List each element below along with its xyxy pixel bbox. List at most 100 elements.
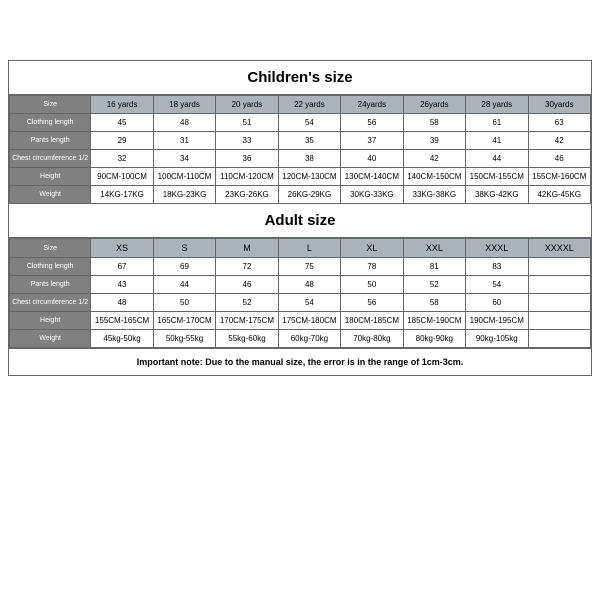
cell: 58 (403, 294, 465, 312)
cell: 54 (278, 114, 340, 132)
cell: 48 (153, 114, 215, 132)
adult-rowlabel-pants: Pants length (10, 276, 91, 294)
cell: 80kg-90kg (403, 330, 465, 348)
adult-rowlabel-weight: Weight (10, 330, 91, 348)
cell: 14KG-17KG (91, 186, 153, 204)
table-row: Pants length 29 31 33 35 37 39 41 42 (10, 132, 591, 150)
table-row: Clothing length 67 69 72 75 78 81 83 (10, 258, 591, 276)
cell (528, 330, 591, 348)
children-rowlabel-size: Size (10, 96, 91, 114)
cell: 48 (278, 276, 340, 294)
cell: 50 (341, 276, 403, 294)
cell: 26KG-29KG (278, 186, 340, 204)
cell: 42KG-45KG (528, 186, 591, 204)
adult-col-5: XXL (403, 239, 465, 258)
cell: 30KG-33KG (341, 186, 403, 204)
children-col-2: 20 yards (216, 96, 278, 114)
cell: 58 (403, 114, 465, 132)
cell: 45 (91, 114, 153, 132)
cell: 50kg-55kg (153, 330, 215, 348)
cell (528, 312, 591, 330)
cell: 37 (341, 132, 403, 150)
children-table: Size 16 yards 18 yards 20 yards 22 yards… (9, 95, 591, 204)
adult-header-row: Size XS S M L XL XXL XXXL XXXXL (10, 239, 591, 258)
children-title: Children's size (9, 61, 591, 95)
table-row: Clothing length 45 48 51 54 56 58 61 63 (10, 114, 591, 132)
cell: 38 (278, 150, 340, 168)
cell: 46 (216, 276, 278, 294)
table-row: Chest circumference 1/2 32 34 36 38 40 4… (10, 150, 591, 168)
cell: 31 (153, 132, 215, 150)
table-row: Weight 14KG-17KG 18KG-23KG 23KG-26KG 26K… (10, 186, 591, 204)
cell: 69 (153, 258, 215, 276)
cell: 42 (528, 132, 591, 150)
cell: 175CM-180CM (278, 312, 340, 330)
children-rowlabel-pants: Pants length (10, 132, 91, 150)
adult-rowlabel-chest: Chest circumference 1/2 (10, 294, 91, 312)
cell: 18KG-23KG (153, 186, 215, 204)
cell: 170CM-175CM (216, 312, 278, 330)
children-rowlabel-chest: Chest circumference 1/2 (10, 150, 91, 168)
cell: 70kg-80kg (341, 330, 403, 348)
cell: 90kg-105kg (466, 330, 528, 348)
adult-col-7: XXXXL (528, 239, 591, 258)
adult-col-3: L (278, 239, 340, 258)
cell: 72 (216, 258, 278, 276)
children-col-5: 26yards (403, 96, 465, 114)
table-row: Weight 45kg-50kg 50kg-55kg 55kg-60kg 60k… (10, 330, 591, 348)
cell: 63 (528, 114, 591, 132)
cell: 44 (153, 276, 215, 294)
cell: 48 (91, 294, 153, 312)
children-rowlabel-height: Height (10, 168, 91, 186)
cell: 54 (466, 276, 528, 294)
adult-col-2: M (216, 239, 278, 258)
important-note: Important note: Due to the manual size, … (9, 348, 591, 375)
cell: 29 (91, 132, 153, 150)
adult-col-4: XL (341, 239, 403, 258)
cell: 55kg-60kg (216, 330, 278, 348)
table-row: Height 155CM-165CM 165CM-170CM 170CM-175… (10, 312, 591, 330)
cell: 51 (216, 114, 278, 132)
cell: 44 (466, 150, 528, 168)
cell: 46 (528, 150, 591, 168)
cell: 120CM-130CM (278, 168, 340, 186)
cell: 100CM-110CM (153, 168, 215, 186)
cell: 67 (91, 258, 153, 276)
cell: 56 (341, 294, 403, 312)
cell: 32 (91, 150, 153, 168)
cell: 60 (466, 294, 528, 312)
adult-col-0: XS (91, 239, 153, 258)
table-row: Pants length 43 44 46 48 50 52 54 (10, 276, 591, 294)
cell: 165CM-170CM (153, 312, 215, 330)
cell: 130CM-140CM (341, 168, 403, 186)
cell: 81 (403, 258, 465, 276)
children-col-4: 24yards (341, 96, 403, 114)
cell: 38KG-42KG (466, 186, 528, 204)
cell: 34 (153, 150, 215, 168)
adult-rowlabel-size: Size (10, 239, 91, 258)
cell: 39 (403, 132, 465, 150)
cell: 61 (466, 114, 528, 132)
cell: 90CM-100CM (91, 168, 153, 186)
cell: 54 (278, 294, 340, 312)
cell: 52 (403, 276, 465, 294)
cell: 33KG-38KG (403, 186, 465, 204)
cell: 190CM-195CM (466, 312, 528, 330)
cell: 140CM-150CM (403, 168, 465, 186)
cell: 56 (341, 114, 403, 132)
cell: 45kg-50kg (91, 330, 153, 348)
cell: 150CM-155CM (466, 168, 528, 186)
children-col-7: 30yards (528, 96, 591, 114)
table-row: Height 90CM-100CM 100CM-110CM 110CM-120C… (10, 168, 591, 186)
cell: 40 (341, 150, 403, 168)
cell (528, 276, 591, 294)
cell: 23KG-26KG (216, 186, 278, 204)
adult-rowlabel-clothing: Clothing length (10, 258, 91, 276)
cell: 83 (466, 258, 528, 276)
cell: 78 (341, 258, 403, 276)
children-col-1: 18 yards (153, 96, 215, 114)
adult-col-1: S (153, 239, 215, 258)
children-col-6: 28 yards (466, 96, 528, 114)
size-chart: Children's size Size 16 yards 18 yards 2… (8, 60, 592, 376)
children-header-row: Size 16 yards 18 yards 20 yards 22 yards… (10, 96, 591, 114)
